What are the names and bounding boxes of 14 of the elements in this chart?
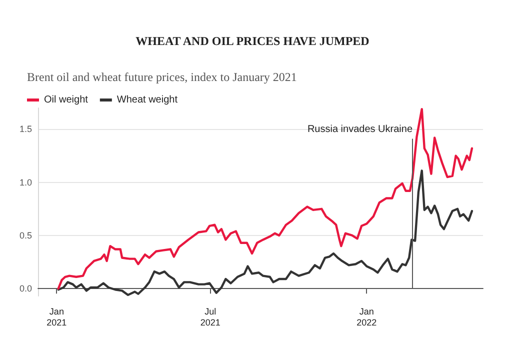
- line-series: [57, 108, 474, 290]
- ref-line-label: Russia invades Ukraine: [307, 124, 413, 136]
- x-tick-label: Jan 2022: [356, 306, 377, 328]
- line-series: [57, 170, 474, 296]
- x-tick-label: Jul 2021: [200, 306, 220, 328]
- chart-subtitle: Brent oil and wheat future prices, index to January 2021: [27, 70, 297, 84]
- legend-label: Wheat weight: [116, 94, 178, 106]
- y-tick-label: 1.0: [19, 177, 32, 188]
- y-tick-label: 1.5: [19, 124, 32, 134]
- y-tick-label: 0.5: [19, 230, 32, 240]
- legend-label: Oil weight: [44, 94, 88, 106]
- chart-title: WHEAT AND OIL PRICES HAVE JUMPED: [136, 34, 370, 48]
- x-tick-label: Jan 2021: [46, 306, 67, 328]
- y-tick-label: 0.0: [19, 284, 32, 294]
